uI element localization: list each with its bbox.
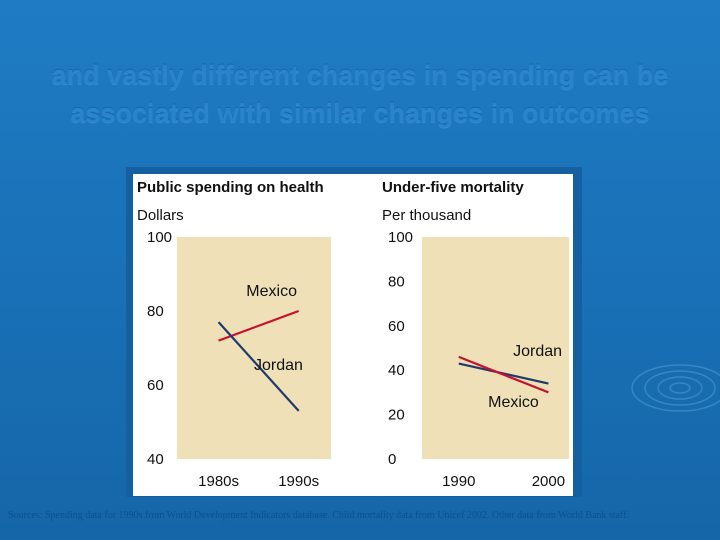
- y-axis-label: Per thousand: [382, 207, 471, 224]
- series-label-mexico: Mexico: [488, 394, 539, 411]
- series-line-jordan: [217, 321, 300, 412]
- y-tick-label: 60: [388, 318, 405, 335]
- y-tick-label: 100: [388, 229, 413, 246]
- x-tick-label: 1990: [442, 473, 475, 490]
- x-tick-label: 1990s: [278, 473, 319, 490]
- chart-figure: Public spending on health Dollars 40 60 80 10…: [133, 174, 573, 496]
- chart-title: Public spending on health: [137, 179, 324, 196]
- x-tick-label: 2000: [532, 473, 565, 490]
- slide-title: and vastly different changes in spending…: [51, 60, 669, 128]
- y-tick-label: 80: [147, 303, 164, 320]
- y-tick-label: 40: [388, 362, 405, 379]
- series-line-mexico: [458, 355, 549, 394]
- y-tick-label: 100: [147, 229, 172, 246]
- x-tick-label: 1980s: [198, 473, 239, 490]
- plot-area-1: [177, 237, 331, 459]
- plot-area-2: [422, 237, 569, 459]
- y-tick-label: 20: [388, 407, 405, 424]
- chart-svg: Public spending on health Dollars 40 60 80 10…: [137, 179, 569, 490]
- source-note: Sources: Spending data for 1990s from Wo…: [8, 510, 630, 521]
- chart-title: Under-five mortality: [382, 179, 524, 196]
- series-label-mexico: Mexico: [246, 283, 297, 300]
- y-axis-label: Dollars: [137, 207, 184, 224]
- y-tick-label: 80: [388, 273, 405, 290]
- y-tick-label: 40: [147, 451, 164, 468]
- series-label-jordan: Jordan: [254, 357, 303, 374]
- y-tick-label: 0: [388, 451, 396, 468]
- series-label-jordan: Jordan: [513, 343, 562, 360]
- y-tick-label: 60: [147, 377, 164, 394]
